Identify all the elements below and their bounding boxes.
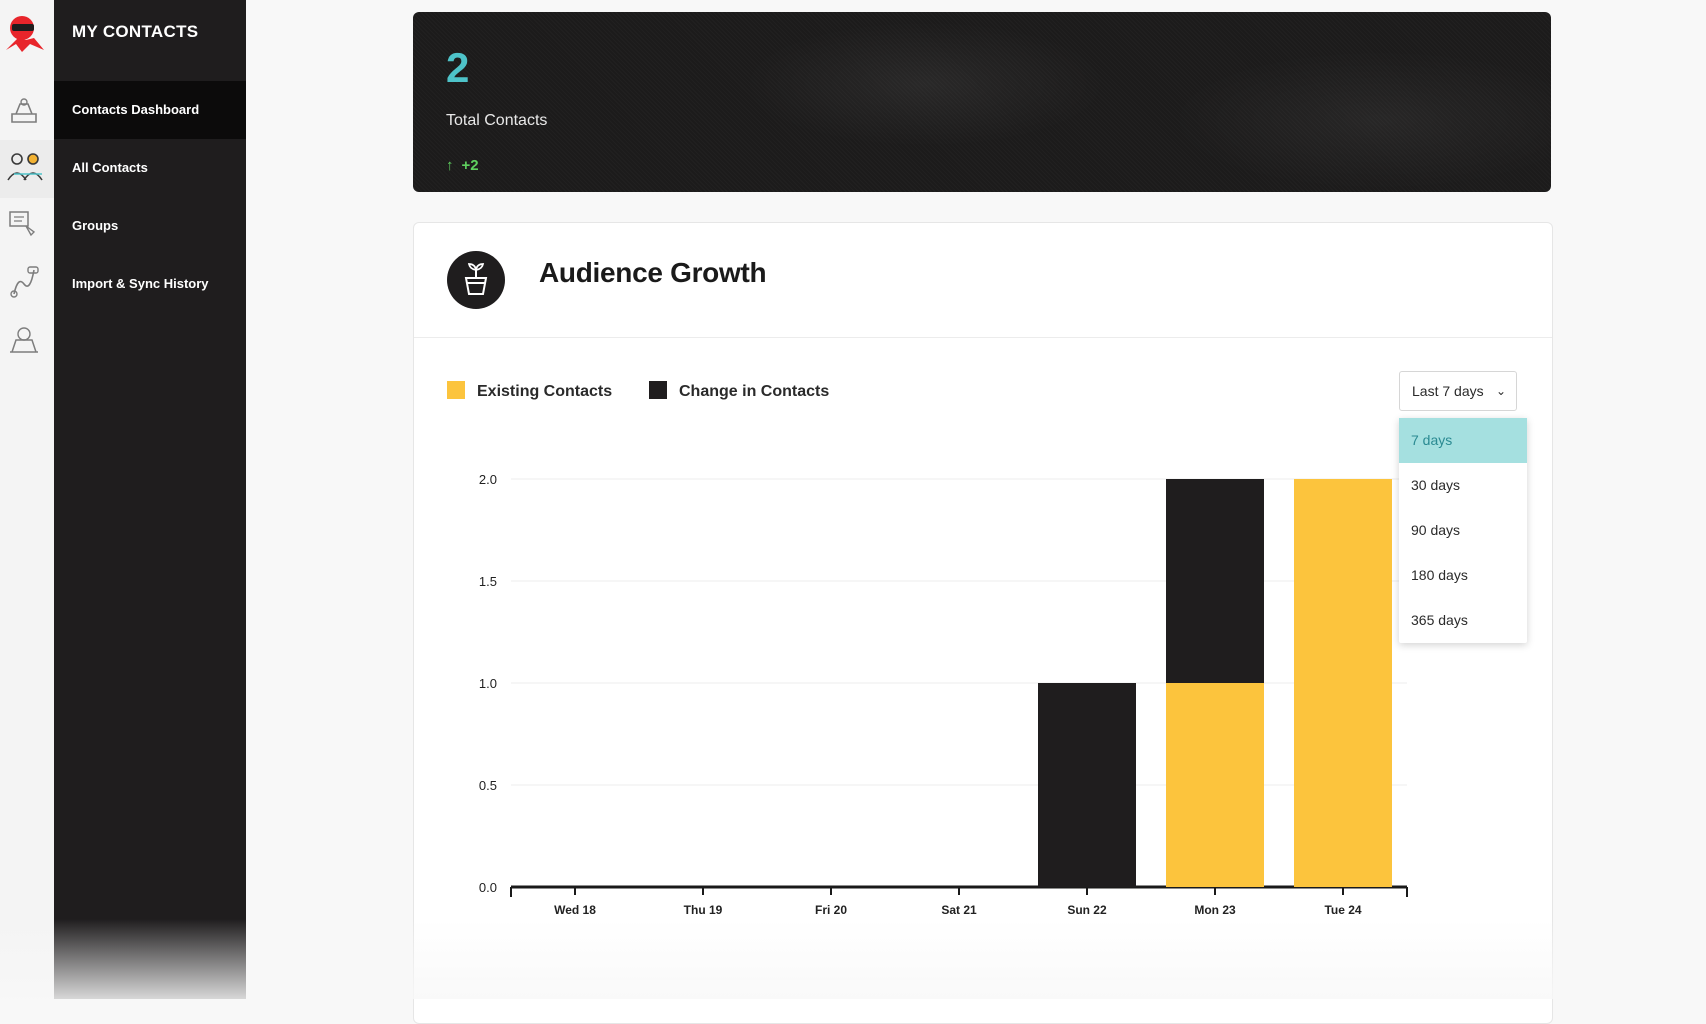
card-header: Audience Growth: [414, 223, 1552, 338]
x-tick-label: Sun 22: [1067, 903, 1107, 917]
range-option-7[interactable]: 7 days: [1399, 418, 1527, 463]
sidebar: MY CONTACTS Contacts Dashboard All Conta…: [54, 0, 246, 999]
date-range-select[interactable]: Last 7 days ⌄: [1399, 371, 1517, 411]
y-tick-label: 1.5: [479, 574, 497, 589]
total-contacts-card: 2 Total Contacts ↑ +2: [413, 12, 1551, 192]
date-range-value: Last 7 days: [1412, 383, 1484, 399]
sidebar-title: MY CONTACTS: [72, 22, 199, 41]
legend-existing-contacts: Existing Contacts: [447, 381, 612, 401]
bar: [1294, 479, 1392, 887]
range-option-90[interactable]: 90 days: [1411, 522, 1461, 538]
sidebar-item-groups[interactable]: Groups: [72, 218, 119, 233]
delta-value: +2: [461, 157, 479, 174]
audience-growth-chart: 0.0 0.5 1.0 1.5 2.0 Wed 18 Thu 19 Fri 20 Sat 21 S…: [479, 472, 1408, 917]
audience-growth-card: Audience Growth Existing Contacts Change…: [413, 222, 1553, 1024]
x-tick-label: Wed 18: [554, 903, 596, 917]
arrow-up-icon: ↑: [446, 157, 454, 174]
chevron-down-icon: ⌄: [1495, 384, 1506, 398]
campaign-icon[interactable]: [6, 206, 42, 242]
total-contacts-delta: ↑ +2: [446, 157, 479, 174]
logo-icon[interactable]: [0, 8, 50, 58]
range-option-30[interactable]: 30 days: [1411, 477, 1461, 493]
y-tick-label: 0.0: [479, 880, 497, 895]
range-option-365[interactable]: 365 days: [1411, 612, 1468, 628]
total-contacts-value: 2: [446, 44, 470, 91]
main-content: 2 Total Contacts ↑ +2 Audience Growth Exi…: [246, 0, 1706, 1024]
bar: [1166, 479, 1264, 683]
bar: [1166, 683, 1264, 887]
icon-rail: [0, 0, 54, 999]
contacts-icon[interactable]: [0, 140, 54, 198]
legend-swatch: [649, 381, 667, 399]
bar: [1038, 683, 1136, 887]
plant-pot-icon: [447, 251, 505, 309]
inbox-icon[interactable]: [6, 92, 42, 128]
x-tick-label: Fri 20: [815, 903, 847, 917]
x-tick-label: Tue 24: [1324, 903, 1361, 917]
y-tick-label: 1.0: [479, 676, 497, 691]
learning-icon[interactable]: [6, 322, 42, 358]
y-tick-label: 2.0: [479, 472, 497, 487]
date-range-dropdown: 7 days 30 days 90 days 180 days 365 days: [1399, 418, 1527, 643]
legend-swatch: [447, 381, 465, 399]
sidebar-item-contacts-dashboard[interactable]: Contacts Dashboard: [54, 81, 246, 139]
sidebar-item-all-contacts[interactable]: All Contacts: [72, 160, 148, 175]
x-tick-label: Thu 19: [684, 903, 723, 917]
x-tick-label: Sat 21: [941, 903, 977, 917]
automation-icon[interactable]: [6, 264, 42, 300]
legend-change-in-contacts: Change in Contacts: [649, 381, 829, 401]
sidebar-item-import-sync-history[interactable]: Import & Sync History: [72, 276, 209, 291]
y-tick-label: 0.5: [479, 778, 497, 793]
x-tick-label: Mon 23: [1194, 903, 1236, 917]
card-title: Audience Growth: [539, 257, 767, 288]
total-contacts-label: Total Contacts: [446, 112, 548, 129]
range-option-180[interactable]: 180 days: [1411, 567, 1468, 583]
